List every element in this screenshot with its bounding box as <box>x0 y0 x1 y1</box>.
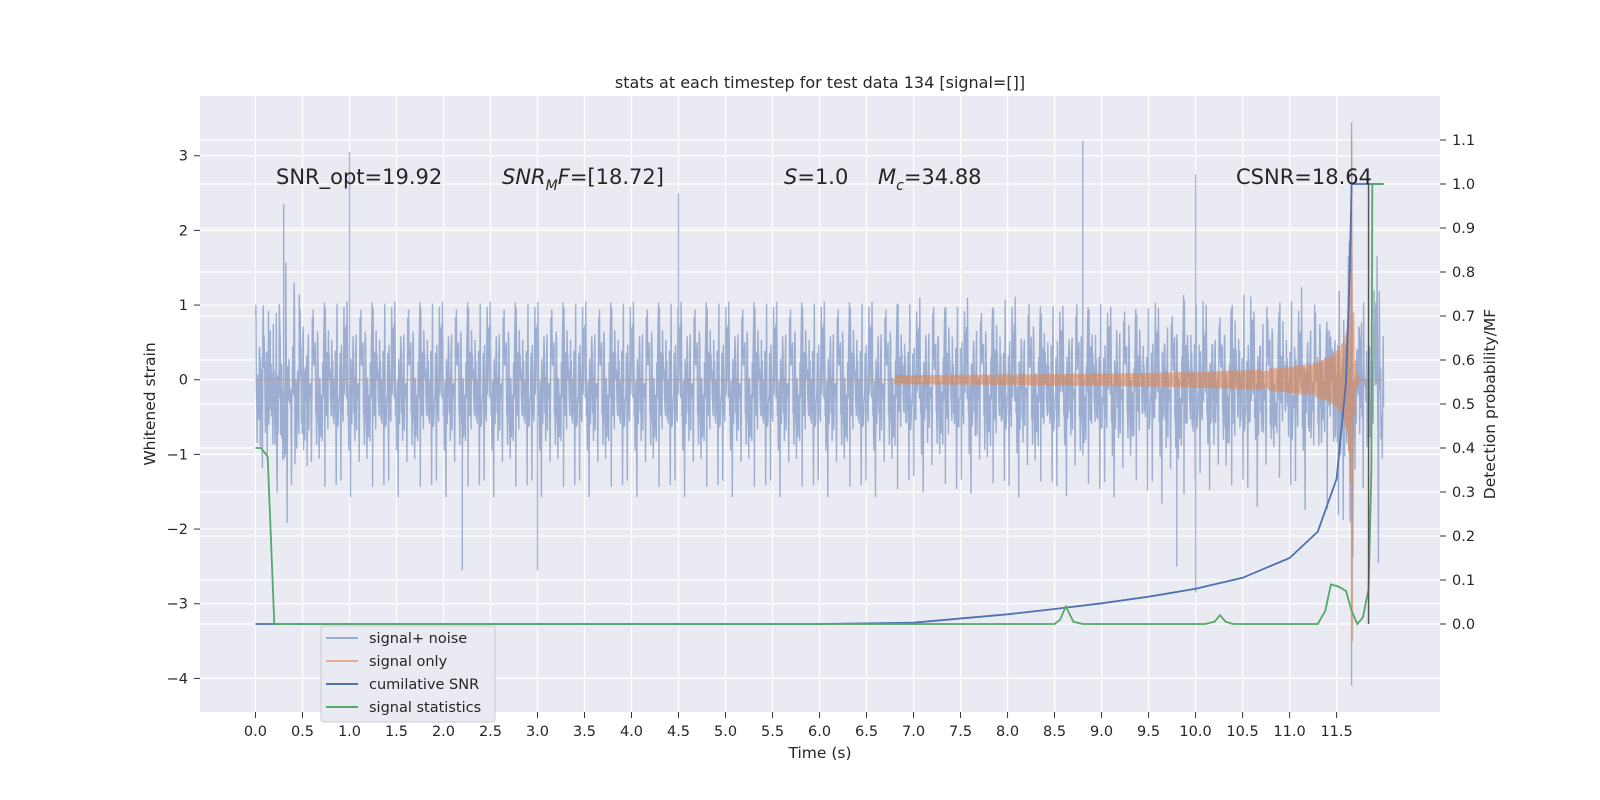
x-tick-label: 7.0 <box>902 724 925 740</box>
y-left-tick-label: 3 <box>179 149 188 165</box>
y-right-tick-label: 0.1 <box>1452 573 1475 589</box>
legend: signal+ noise signal only cumilative SNR… <box>320 625 496 723</box>
x-tick-label: 4.0 <box>620 724 643 740</box>
x-tick-label: 4.5 <box>667 724 690 740</box>
x-tick-label: 9.0 <box>1090 724 1113 740</box>
x-tick-label: 2.5 <box>479 724 502 740</box>
x-tick-label: 5.5 <box>761 724 784 740</box>
x-tick-label: 8.0 <box>996 724 1019 740</box>
y-right-tick-label: 0.3 <box>1452 485 1475 501</box>
x-tick-label: 3.0 <box>526 724 549 740</box>
y-left-tick-label: −3 <box>167 597 188 613</box>
x-tick-label: 10.5 <box>1226 724 1258 740</box>
x-tick-label: 5.0 <box>714 724 737 740</box>
x-tick-label: 0.0 <box>244 724 267 740</box>
chart-title: stats at each timestep for test data 134… <box>615 73 1025 92</box>
legend-box <box>320 625 496 723</box>
annotation-s: S=1.0 <box>784 165 848 189</box>
series-cumulative-snr <box>255 183 1384 625</box>
y-right-tick-label: 1.1 <box>1452 133 1475 149</box>
y-right-tick-label: 0.6 <box>1452 353 1475 369</box>
y-right-tick-label: 0.4 <box>1452 441 1475 457</box>
x-tick-label: 2.0 <box>432 724 455 740</box>
x-tick-label: 6.5 <box>855 724 878 740</box>
legend-label-cumulative-snr: cumilative SNR <box>369 677 479 693</box>
x-tick-label: 11.5 <box>1320 724 1352 740</box>
x-tick-label: 11.0 <box>1273 724 1305 740</box>
series-signal-statistics <box>255 183 1384 626</box>
y-left-ticks: 3 2 1 0 −1 −2 −3 −4 <box>167 149 200 687</box>
y-left-tick-label: −4 <box>167 671 188 687</box>
y-right-tick-label: 0.9 <box>1452 221 1475 237</box>
y-axis-label-left: Whitened strain <box>141 342 159 465</box>
y-left-tick-label: 1 <box>179 298 188 314</box>
legend-label-signal-noise: signal+ noise <box>369 631 467 647</box>
x-tick-label: 1.5 <box>385 724 408 740</box>
y-right-tick-label: 0.5 <box>1452 397 1475 413</box>
y-right-tick-label: 1.0 <box>1452 177 1475 193</box>
x-tick-label: 7.5 <box>949 724 972 740</box>
y-left-tick-label: −2 <box>167 522 188 538</box>
series-layer <box>254 122 1385 686</box>
x-tick-label: 6.0 <box>808 724 831 740</box>
x-ticks: 0.0 0.5 1.0 1.5 2.0 2.5 3.0 3.5 4.0 4.5 5.0 5.5 6.0 6… <box>244 712 1353 740</box>
legend-label-signal-statistics: signal statistics <box>369 700 481 716</box>
y-right-ticks: 1.1 1.0 0.9 0.8 0.7 0.6 0.5 0.4 0.3 0.2 0.1 0.0 <box>1440 133 1475 633</box>
annotation-csnr: CSNR=18.64 <box>1236 165 1372 189</box>
x-tick-label: 3.5 <box>573 724 596 740</box>
x-tick-label: 10.0 <box>1179 724 1211 740</box>
annotation-snr-opt: SNR_opt=19.92 <box>276 165 442 190</box>
x-tick-label: 0.5 <box>291 724 314 740</box>
y-right-tick-label: 0.7 <box>1452 309 1475 325</box>
legend-label-signal-only: signal only <box>369 654 448 670</box>
y-right-tick-label: 0.0 <box>1452 617 1475 633</box>
y-axis-label-right: Detection probability/MF <box>1481 309 1499 500</box>
x-tick-label: 8.5 <box>1043 724 1066 740</box>
y-right-tick-label: 0.8 <box>1452 265 1475 281</box>
y-left-tick-label: −1 <box>167 447 188 463</box>
y-right-tick-label: 0.2 <box>1452 529 1475 545</box>
y-left-tick-label: 2 <box>179 223 188 239</box>
x-axis-label: Time (s) <box>787 744 851 762</box>
x-tick-label: 1.0 <box>338 724 361 740</box>
series-signal-only <box>255 140 1384 642</box>
y-left-tick-label: 0 <box>179 373 188 389</box>
annotation-snr-mf: SNRMF=[18.72] <box>502 165 664 194</box>
series-signal-noise <box>254 122 1385 686</box>
x-tick-label: 9.5 <box>1137 724 1160 740</box>
annotation-mc: Mc=34.88 <box>878 165 982 194</box>
